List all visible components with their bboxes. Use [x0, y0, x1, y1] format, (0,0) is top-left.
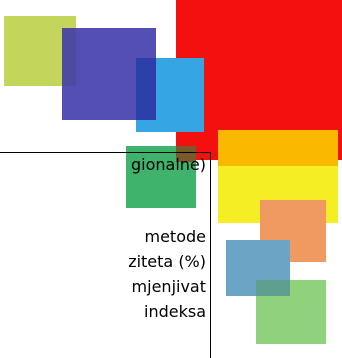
text-line-5: indeksa — [144, 302, 206, 321]
text-line-4: mjenjivat — [131, 277, 206, 296]
olive-overlap — [176, 146, 196, 162]
text-line-3: ziteta (%) — [128, 252, 206, 271]
text-line-2: metode — [144, 227, 207, 246]
text-box: gionalne) metode ziteta (%) mjenjivat in… — [0, 152, 211, 358]
text-line-1: gionalne) — [130, 155, 206, 174]
teal-overlap — [256, 280, 290, 296]
dark-indigo-overlap — [136, 58, 156, 120]
